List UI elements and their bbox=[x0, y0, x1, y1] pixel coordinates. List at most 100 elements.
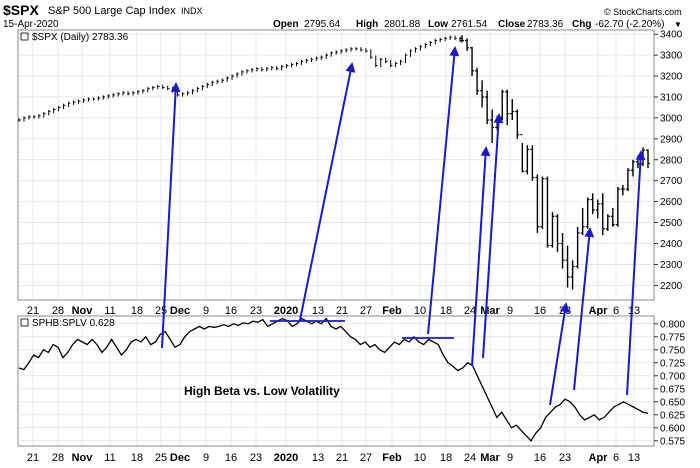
blue-arrow bbox=[427, 46, 460, 335]
price-legend-icon bbox=[20, 32, 29, 41]
ratio-annotation: High Beta vs. Low Volatility bbox=[184, 384, 340, 398]
bottom-x-tick-label: 18 bbox=[131, 452, 143, 464]
bottom-x-tick-label: 27 bbox=[360, 452, 372, 464]
annotation-arrows bbox=[161, 46, 646, 406]
price-x-tick-label: 21 bbox=[336, 305, 348, 317]
price-x-tick-label: 27 bbox=[360, 305, 372, 317]
low-label: Low bbox=[428, 19, 448, 30]
blue-arrow bbox=[549, 302, 570, 406]
chg-label: Chg bbox=[572, 19, 591, 30]
ratio-y-tick-label: 0.650 bbox=[660, 397, 685, 408]
bottom-x-tick-label: 6 bbox=[613, 452, 619, 464]
price-x-tick-label: Dec bbox=[170, 305, 190, 317]
bottom-x-tick-label: 23 bbox=[250, 452, 262, 464]
price-y-tick-label: 2200 bbox=[660, 281, 683, 292]
ratio-y-tick-label: 0.600 bbox=[660, 423, 685, 434]
blue-arrow bbox=[471, 146, 491, 367]
price-plot-area bbox=[17, 29, 655, 301]
high-value: 2801.88 bbox=[384, 19, 421, 30]
ratio-y-tick-label: 0.700 bbox=[660, 371, 685, 382]
close-value: 2783.36 bbox=[527, 19, 564, 30]
open-label: Open bbox=[273, 19, 299, 30]
price-x-tick-label: 11 bbox=[104, 305, 115, 317]
price-x-tick-label: 24 bbox=[464, 305, 476, 317]
price-x-tick-label: 2020 bbox=[274, 305, 298, 317]
bottom-x-tick-label: 9 bbox=[203, 452, 209, 464]
chg-value: -62.70 (-2.20%) bbox=[595, 19, 664, 30]
x-axis-bottom: 21 28 Nov 11 18 25 Dec 9 16 23 2020 13 21 27 Feb 10 18 24… bbox=[27, 452, 640, 464]
price-x-tick-label: 18 bbox=[440, 305, 452, 317]
bottom-x-tick-label: 21 bbox=[336, 452, 348, 464]
bottom-x-tick-label: Feb bbox=[382, 452, 402, 464]
bottom-x-tick-label: Dec bbox=[170, 452, 190, 464]
bottom-x-tick-label: 16 bbox=[534, 452, 546, 464]
ratio-y-tick-label: 0.775 bbox=[660, 332, 685, 343]
blue-arrow bbox=[161, 82, 181, 349]
bottom-x-tick-label: 13 bbox=[312, 452, 324, 464]
price-x-tick-label: Nov bbox=[72, 305, 94, 317]
bottom-x-tick-label: 28 bbox=[52, 452, 64, 464]
symbol-title: $SPX bbox=[3, 2, 39, 18]
price-x-tick-label: 6 bbox=[613, 305, 619, 317]
bottom-x-tick-label: 25 bbox=[155, 452, 167, 464]
price-y-tick-label: 2800 bbox=[660, 155, 683, 166]
bottom-x-tick-label: 16 bbox=[225, 452, 237, 464]
price-x-tick-label: 23 bbox=[250, 305, 262, 317]
quote-readout: Open 2795.64 High 2801.88 Low 2761.54 Cl… bbox=[273, 19, 682, 30]
price-x-tick-label: 21 bbox=[27, 305, 39, 317]
bottom-x-tick-label: Nov bbox=[72, 452, 94, 464]
bottom-x-tick-label: 13 bbox=[628, 452, 640, 464]
date-label: 15-Apr-2020 bbox=[3, 19, 59, 30]
price-x-tick-label: 10 bbox=[414, 305, 426, 317]
price-y-tick-label: 3400 bbox=[660, 30, 683, 41]
ratio-y-tick-label: 0.625 bbox=[660, 410, 685, 421]
price-x-tick-label: 9 bbox=[203, 305, 209, 317]
price-y-tick-label: 2900 bbox=[660, 134, 683, 145]
exchange-label: INDX bbox=[181, 6, 203, 16]
bottom-x-tick-label: 11 bbox=[104, 452, 115, 464]
price-x-tick-label: 13 bbox=[312, 305, 324, 317]
price-x-tick-label: 25 bbox=[155, 305, 167, 317]
ratio-legend-icon bbox=[20, 318, 29, 327]
blue-arrow bbox=[299, 62, 356, 321]
bottom-x-tick-label: 2020 bbox=[274, 452, 298, 464]
price-x-tick-label: 28 bbox=[52, 305, 64, 317]
price-x-tick-label: Feb bbox=[382, 305, 402, 317]
bottom-x-tick-label: 24 bbox=[464, 452, 476, 464]
high-label: High bbox=[356, 19, 378, 30]
bottom-x-tick-label: 23 bbox=[559, 452, 571, 464]
price-y-tick-label: 3000 bbox=[660, 113, 683, 124]
price-y-tick-label: 2700 bbox=[660, 176, 683, 187]
blue-arrow bbox=[573, 227, 595, 391]
blue-arrow bbox=[482, 113, 504, 359]
copyright-label: © StockCharts.com bbox=[604, 7, 682, 17]
price-y-tick-label: 3300 bbox=[660, 51, 683, 62]
ratio-plot-area bbox=[17, 315, 655, 447]
ratio-y-tick-label: 0.725 bbox=[660, 358, 685, 369]
price-y-tick-label: 3200 bbox=[660, 72, 683, 83]
ratio-line bbox=[18, 317, 649, 442]
index-name: S&P 500 Large Cap Index bbox=[48, 5, 176, 17]
open-value: 2795.64 bbox=[304, 19, 341, 30]
ratio-y-tick-label: 0.675 bbox=[660, 384, 685, 395]
chg-down-icon: ▼ bbox=[674, 20, 682, 29]
bottom-x-tick-label: Mar bbox=[480, 452, 500, 464]
price-panel: 2200 2300 2400 2500 2600 2700 2800 2900 3000 3100… bbox=[17, 29, 683, 317]
close-label: Close bbox=[498, 19, 526, 30]
blue-arrow bbox=[626, 150, 646, 396]
price-y-tick-label: 2500 bbox=[660, 218, 683, 229]
price-y-tick-label: 2300 bbox=[660, 260, 683, 271]
low-value: 2761.54 bbox=[451, 19, 488, 30]
ratio-legend: SPHB:SPLV 0.628 bbox=[32, 318, 115, 329]
price-legend: $SPX (Daily) 2783.36 bbox=[32, 32, 129, 43]
ratio-y-tick-label: 0.750 bbox=[660, 345, 685, 356]
bottom-x-tick-label: 21 bbox=[27, 452, 39, 464]
price-x-tick-label: Mar bbox=[480, 305, 500, 317]
ratio-y-tick-label: 0.800 bbox=[660, 319, 685, 330]
price-x-tick-label: 18 bbox=[131, 305, 143, 317]
price-y-tick-label: 2600 bbox=[660, 197, 683, 208]
bottom-x-tick-label: 9 bbox=[507, 452, 513, 464]
price-y-tick-label: 2400 bbox=[660, 239, 683, 250]
bottom-x-tick-label: Apr bbox=[589, 452, 609, 464]
